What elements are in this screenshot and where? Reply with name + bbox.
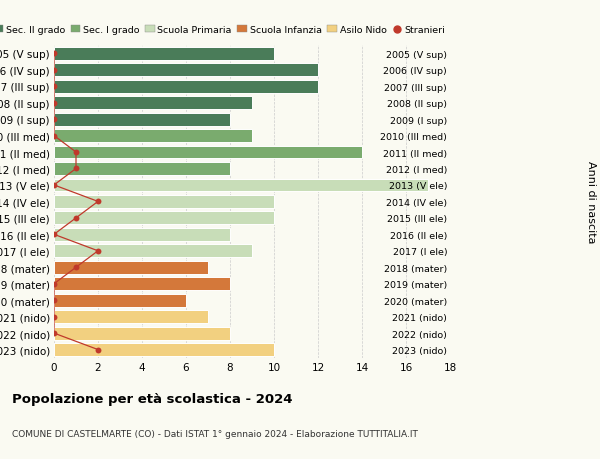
Point bbox=[49, 100, 59, 107]
Bar bbox=[54, 179, 428, 192]
Point bbox=[49, 133, 59, 140]
Point bbox=[49, 297, 59, 304]
Point bbox=[93, 346, 103, 353]
Point bbox=[71, 165, 81, 173]
Bar bbox=[54, 327, 230, 340]
Bar bbox=[54, 130, 252, 143]
Point bbox=[49, 280, 59, 288]
Bar bbox=[54, 48, 274, 61]
Bar bbox=[54, 212, 274, 225]
Point bbox=[49, 116, 59, 123]
Text: COMUNE DI CASTELMARTE (CO) - Dati ISTAT 1° gennaio 2024 - Elaborazione TUTTITALI: COMUNE DI CASTELMARTE (CO) - Dati ISTAT … bbox=[12, 429, 418, 438]
Bar bbox=[54, 113, 230, 126]
Point bbox=[93, 198, 103, 206]
Bar bbox=[54, 196, 274, 208]
Bar bbox=[54, 97, 252, 110]
Bar bbox=[54, 311, 208, 323]
Point bbox=[93, 247, 103, 255]
Point bbox=[49, 182, 59, 189]
Bar bbox=[54, 261, 208, 274]
Bar bbox=[54, 162, 230, 175]
Point bbox=[71, 264, 81, 271]
Bar bbox=[54, 278, 230, 291]
Point bbox=[49, 50, 59, 58]
Bar bbox=[54, 343, 274, 356]
Bar bbox=[54, 245, 252, 257]
Point bbox=[71, 215, 81, 222]
Point bbox=[49, 67, 59, 74]
Point bbox=[49, 313, 59, 321]
Text: Anni di nascita: Anni di nascita bbox=[586, 161, 596, 243]
Point bbox=[49, 231, 59, 239]
Bar bbox=[54, 294, 186, 307]
Bar bbox=[54, 64, 318, 77]
Point bbox=[49, 83, 59, 90]
Point bbox=[49, 330, 59, 337]
Bar bbox=[54, 229, 230, 241]
Point bbox=[71, 149, 81, 157]
Legend: Sec. II grado, Sec. I grado, Scuola Primaria, Scuola Infanzia, Asilo Nido, Stran: Sec. II grado, Sec. I grado, Scuola Prim… bbox=[0, 26, 445, 35]
Bar bbox=[54, 81, 318, 93]
Text: Popolazione per età scolastica - 2024: Popolazione per età scolastica - 2024 bbox=[12, 392, 293, 405]
Bar bbox=[54, 146, 362, 159]
